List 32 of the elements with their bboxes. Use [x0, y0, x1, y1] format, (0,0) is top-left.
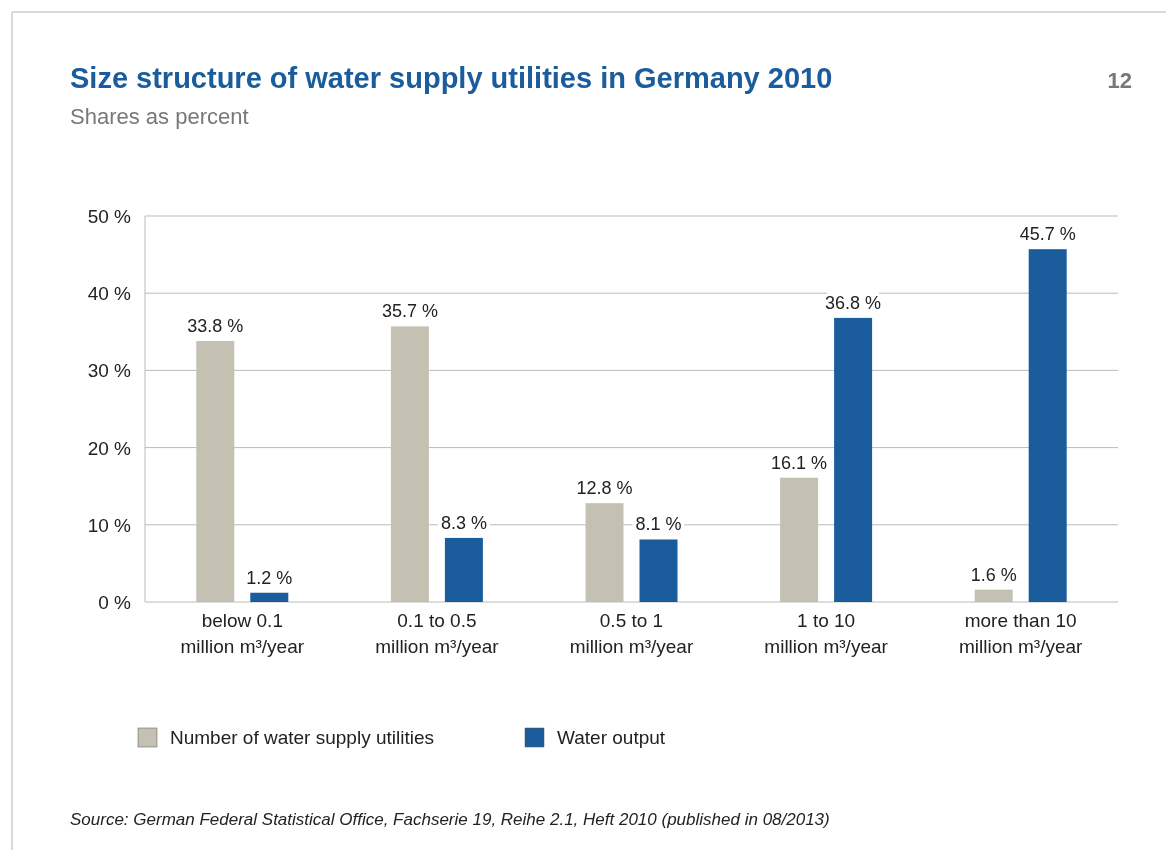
data-label: 12.8 %	[576, 478, 633, 499]
chart-subtitle: Shares as percent	[70, 104, 249, 129]
bar	[639, 539, 678, 602]
x-tick-label: more than 10 million m³/year	[958, 610, 1084, 657]
y-tick-label: 20 %	[87, 437, 132, 459]
y-tick-label: 30 %	[87, 360, 132, 382]
source-note: Source: German Federal Statistical Office, Fachserie 19, Reihe 2.1, Heft 2010 (published in 08/2013)	[70, 810, 830, 829]
x-tick-label: below 0.1 million m³/year	[180, 610, 305, 657]
data-label: 1.6 %	[970, 564, 1017, 585]
x-tick-label: 0.5 to 1 million m³/year	[569, 610, 694, 657]
chart-title: Size structure of water supply utilities in Germany 2010	[70, 62, 833, 94]
y-tick-label: 10 %	[87, 514, 132, 536]
legend-label: Number of water supply utilities	[170, 727, 434, 748]
y-tick-label: 50 %	[87, 206, 132, 227]
legend-label: Water output	[557, 727, 666, 748]
data-label: 35.7 %	[381, 301, 438, 322]
data-label: 8.3 %	[440, 512, 487, 533]
data-label: 1.2 %	[246, 567, 293, 588]
data-label: 16.1 %	[771, 452, 828, 473]
x-tick-label: 1 to 10 million m³/year	[764, 610, 889, 657]
x-tick-label: 0.1 to 0.5 million m³/year	[375, 610, 500, 657]
data-label: 36.8 %	[825, 292, 882, 313]
bar	[444, 537, 483, 602]
data-label: 8.1 %	[635, 514, 682, 535]
bar	[250, 592, 289, 602]
text: 12	[1107, 68, 1132, 93]
y-tick-label: 0 %	[98, 592, 132, 613]
bar	[834, 317, 873, 602]
y-tick-label: 40 %	[87, 283, 132, 305]
bar	[1028, 249, 1067, 602]
data-label: 45.7 %	[1019, 224, 1076, 245]
data-label: 33.8 %	[187, 316, 244, 337]
